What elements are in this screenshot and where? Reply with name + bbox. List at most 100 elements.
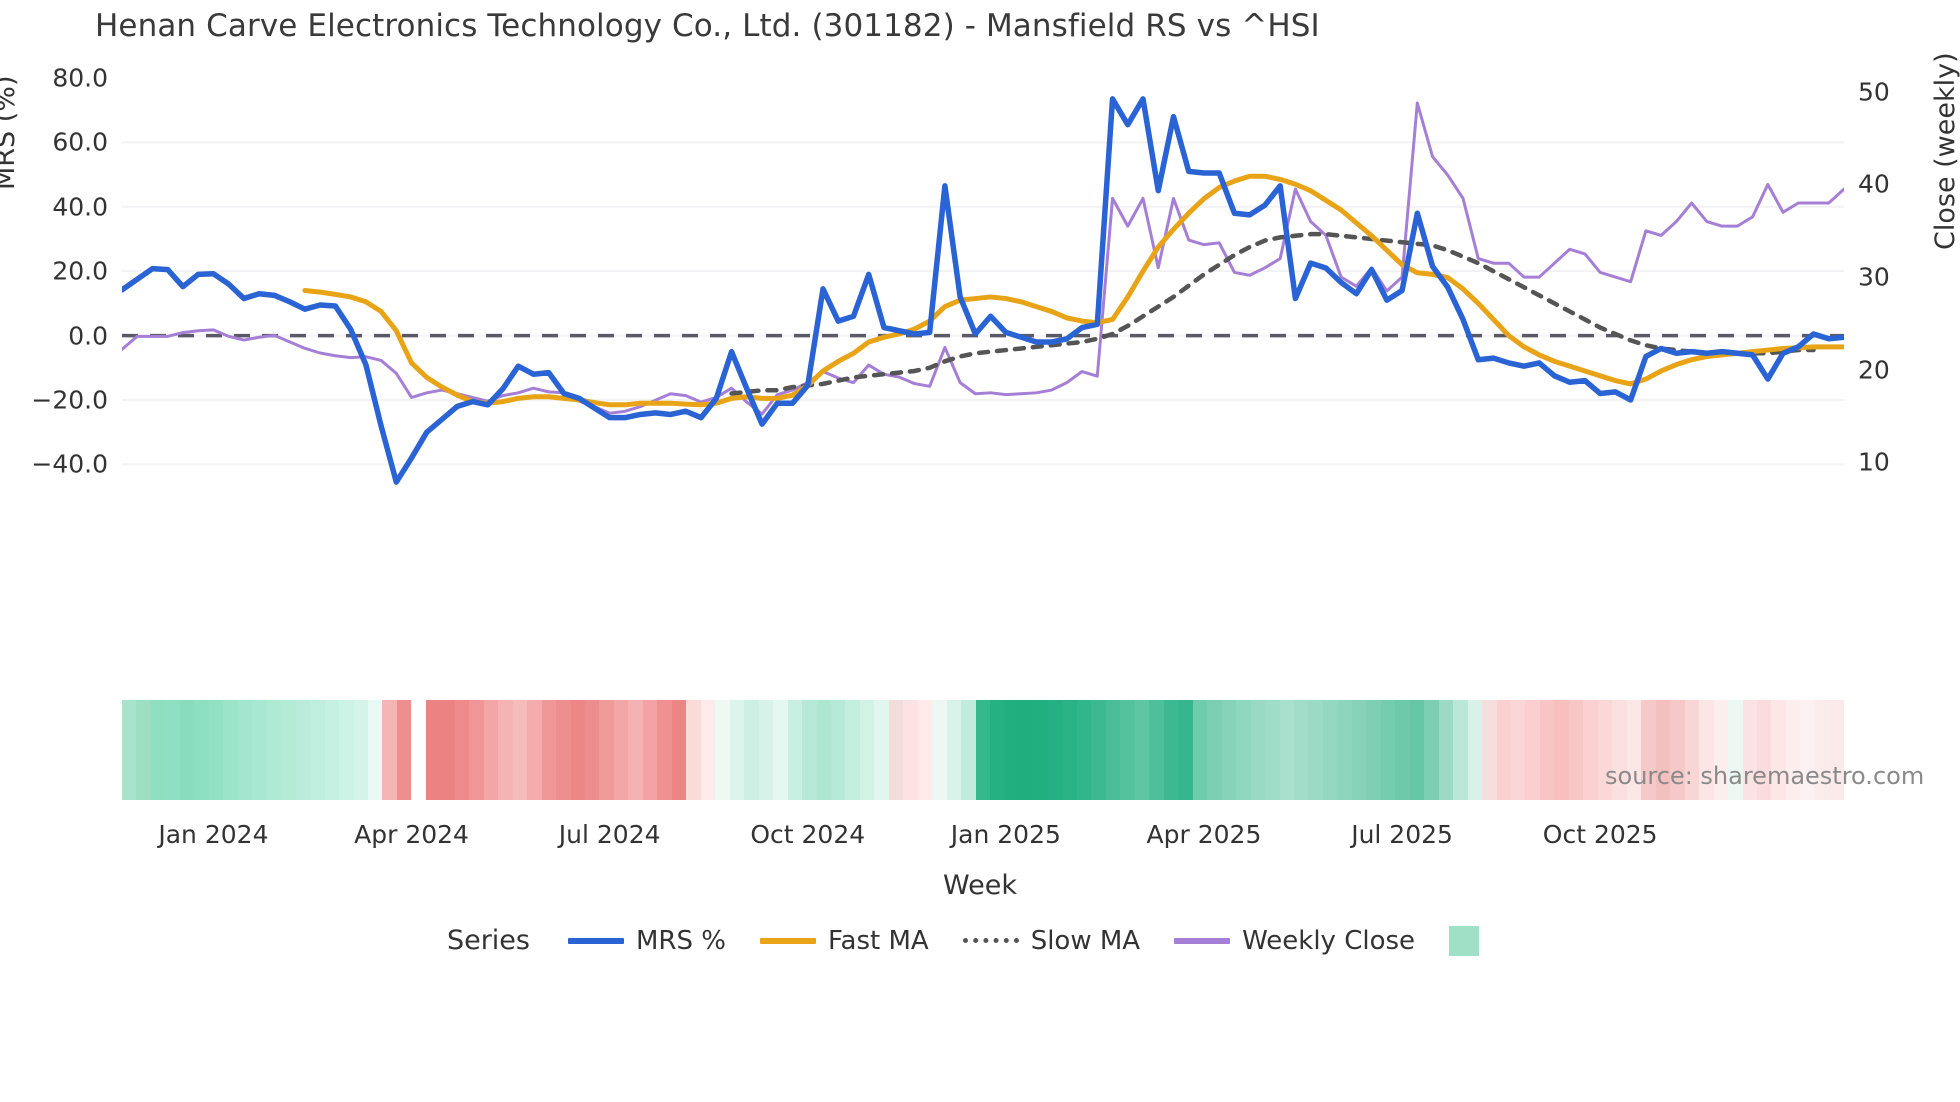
strip-cell [1409,700,1425,800]
strip-cell [266,700,282,800]
strip-cell [874,700,889,800]
strip-cell [700,700,716,800]
legend-item-slow-ma[interactable]: Slow MA [962,925,1141,956]
legend-title: Series [446,925,530,956]
strip-cell [1279,700,1294,800]
x-tick: Oct 2024 [750,820,866,849]
strip-cell [990,700,1005,800]
strip-cell [527,700,542,800]
legend-label: Slow MA [1030,925,1141,956]
strip-cell [1033,700,1048,800]
strip-cell [512,700,528,800]
strip-cell [1742,700,1757,800]
strip-cell [425,700,441,800]
strip-cell [816,700,831,800]
strip-cell [715,700,730,800]
strip-cell [1771,700,1786,800]
strip-cell [1583,700,1598,800]
strip-cell [1265,700,1280,800]
y-tick-left: 40.0 [52,192,108,222]
strip-cell [310,700,325,800]
strip-cell [1655,700,1671,800]
strip-cell [773,700,788,800]
strip-cell [252,700,267,800]
legend-item-fast-ma[interactable]: Fast MA [759,925,929,956]
strip-cell [194,700,209,800]
y-tick-right: 20 [1858,355,1890,385]
relative-strength-strip [122,700,1844,800]
strip-cell [1366,700,1381,800]
strip-cell [1829,700,1844,800]
strip-cell [1699,700,1714,800]
strip-cell [1728,700,1743,800]
strip-cell [903,700,918,800]
x-tick: Apr 2025 [1146,820,1262,849]
y-axis-left-label: MRS (%) [0,75,21,191]
strip-cell [1525,700,1540,800]
legend-item-weekly-close[interactable]: Weekly Close [1174,926,1415,956]
chart-title: Henan Carve Electronics Technology Co., … [95,8,1320,44]
strip-cell [599,700,614,800]
strip-cell [1670,700,1685,800]
legend-label: Fast MA [827,925,929,956]
strip-cell [1293,700,1309,800]
strip-cell [946,700,962,800]
legend-item-strip-swatch[interactable] [1449,925,1480,956]
strip-cell [1800,700,1815,800]
strip-cell [628,700,643,800]
strip-cell [830,700,846,800]
strip-cell [1134,700,1150,800]
strip-cell [1048,700,1063,800]
strip-cell [613,700,629,800]
x-tick: Jan 2025 [950,820,1061,849]
chart-legend: Series MRS % Fast MA Slow MA Weekly Close [0,925,1960,956]
series-canvas [122,96,1844,485]
strip-cell [454,700,470,800]
strip-cell [1713,700,1729,800]
legend-swatch-line [1174,937,1231,944]
strip-cell [498,700,513,800]
strip-cell [570,700,585,800]
x-tick: Oct 2025 [1542,820,1658,849]
legend-label: MRS % [635,925,726,956]
strip-cell [1178,700,1193,800]
y-tick-left: 0.0 [68,321,108,351]
strip-cell [353,700,368,800]
y-tick-right: 10 [1858,447,1890,477]
strip-cell [1192,700,1208,800]
strip-cell [556,700,571,800]
legend-swatch-line [759,937,816,944]
strip-cell [1438,700,1454,800]
strip-cell [136,700,151,800]
y-tick-right: 50 [1858,77,1890,107]
strip-cell [1496,700,1511,800]
strip-cell [1612,700,1627,800]
strip-cell [657,700,672,800]
x-tick: Jul 2024 [558,820,661,849]
strip-cell [295,700,311,800]
strip-cell [1163,700,1179,800]
strip-cell [1453,700,1468,800]
strip-cell [1597,700,1613,800]
series-line-mrs [122,96,1844,485]
y-tick-left: 80.0 [52,63,108,93]
y-tick-left: −40.0 [31,449,108,479]
strip-cell [1568,700,1584,800]
strip-cell [1308,700,1323,800]
strip-cell [1062,700,1077,800]
legend-label: Weekly Close [1242,925,1416,956]
strip-cell [1351,700,1367,800]
strip-cell [541,700,557,800]
strip-cell [1076,700,1092,800]
legend-item-mrs[interactable]: MRS % [567,925,726,956]
strip-cell [324,700,340,800]
strip-cell [932,700,947,800]
strip-cell [223,700,238,800]
strip-cell [1554,700,1569,800]
strip-cell [758,700,774,800]
strip-cell [1019,700,1034,800]
y-tick-left: −20.0 [31,385,108,415]
strip-cell [1337,700,1352,800]
strip-cell [1236,700,1251,800]
strip-cell [1322,700,1338,800]
